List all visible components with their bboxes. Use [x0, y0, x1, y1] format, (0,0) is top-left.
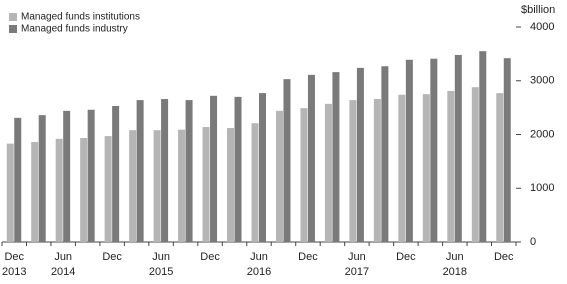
bar — [14, 117, 22, 242]
bar — [324, 103, 332, 242]
x-year-label: 2014 — [51, 266, 75, 278]
y-tick-label: 2000 — [530, 128, 554, 140]
bar — [479, 51, 487, 242]
bar — [38, 115, 46, 242]
bar — [275, 110, 283, 242]
bar — [300, 108, 308, 242]
x-tick-label: Jun — [152, 251, 170, 263]
bar — [471, 87, 479, 242]
bar — [373, 99, 381, 243]
x-year-label: 2013 — [2, 266, 26, 278]
y-tick-label: 4000 — [530, 21, 554, 33]
bar — [161, 99, 169, 243]
legend-label: Managed funds institutions — [21, 12, 140, 23]
bar — [129, 130, 137, 242]
y-unit: $billion — [521, 4, 555, 16]
bar — [398, 94, 406, 242]
bar — [454, 54, 462, 243]
bar — [307, 74, 315, 243]
x-tick-label: Dec — [396, 251, 416, 263]
legend-swatch — [9, 25, 17, 33]
bar — [381, 66, 389, 242]
bar — [202, 126, 210, 242]
x-tick-label: Jun — [54, 251, 72, 263]
y-tick-label: 1000 — [530, 182, 554, 194]
x-tick-label: Jun — [348, 251, 366, 263]
bar — [136, 100, 144, 242]
bar — [283, 79, 291, 242]
bar — [234, 96, 242, 242]
y-tick-label: 0 — [530, 236, 536, 248]
bar — [356, 67, 364, 242]
bar — [210, 95, 218, 242]
bar — [405, 59, 413, 242]
x-tick-label: Jun — [446, 251, 464, 263]
bar — [332, 72, 340, 243]
x-tick-label: Dec — [102, 251, 122, 263]
bar — [447, 90, 455, 243]
bar — [422, 94, 430, 242]
bar — [185, 100, 193, 242]
bar — [496, 93, 504, 242]
x-tick-label: Dec — [494, 251, 514, 263]
bar — [31, 142, 39, 242]
bar — [503, 58, 511, 242]
x-year-label: 2016 — [247, 266, 271, 278]
bar — [55, 138, 63, 242]
bar — [349, 100, 357, 242]
x-year-label: 2017 — [345, 266, 369, 278]
bar — [80, 137, 88, 242]
x-year-label: 2015 — [149, 266, 173, 278]
bar — [251, 123, 259, 242]
bar — [178, 129, 186, 242]
bar — [104, 136, 112, 242]
x-year-label: 2018 — [443, 266, 467, 278]
bar — [87, 109, 95, 243]
bar — [6, 143, 14, 242]
x-tick-label: Dec — [4, 251, 24, 263]
x-tick-label: Dec — [200, 251, 220, 263]
y-tick-label: 3000 — [530, 75, 554, 87]
bar — [430, 58, 438, 243]
bar — [227, 128, 235, 242]
x-tick-label: Jun — [250, 251, 268, 263]
bar — [259, 93, 266, 242]
x-tick-label: Dec — [298, 251, 318, 263]
bar — [112, 106, 120, 242]
legend-label: Managed funds industry — [21, 24, 128, 35]
bar — [63, 110, 71, 242]
bar — [153, 130, 161, 242]
legend-swatch — [9, 13, 17, 21]
